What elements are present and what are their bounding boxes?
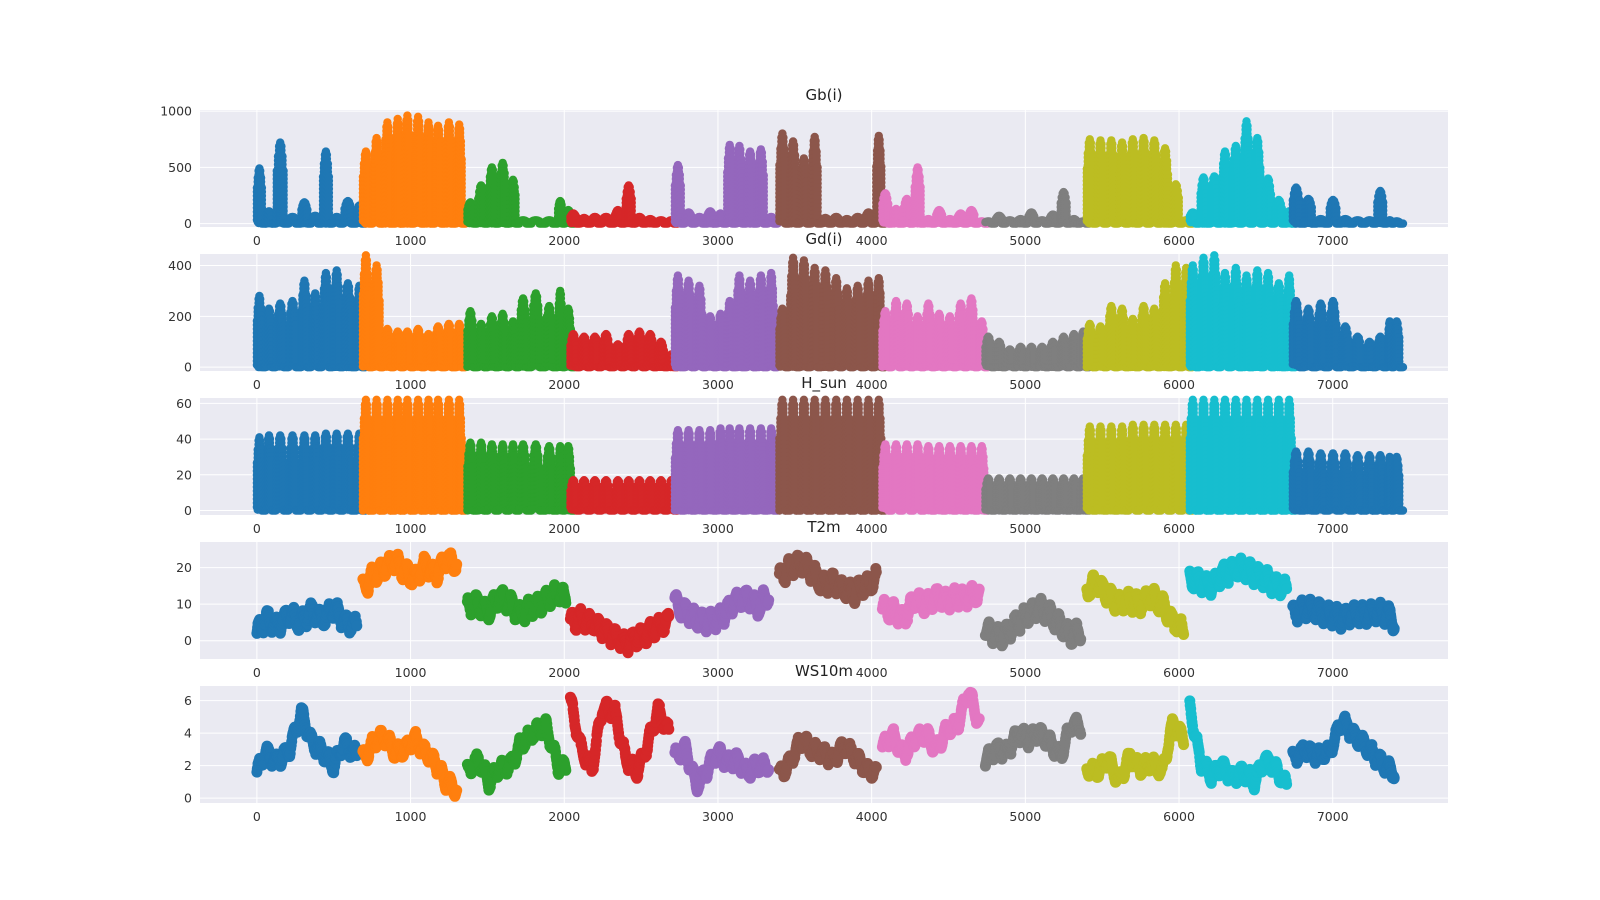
subplot-0: 0 1000 2000 3000 4000 5000 6000 700005001000Gb(… xyxy=(160,86,1448,248)
series-0 xyxy=(252,138,370,228)
series-3 xyxy=(566,181,682,228)
scatter-points xyxy=(252,111,1408,228)
series-1 xyxy=(358,111,470,228)
series-2 xyxy=(463,158,579,228)
